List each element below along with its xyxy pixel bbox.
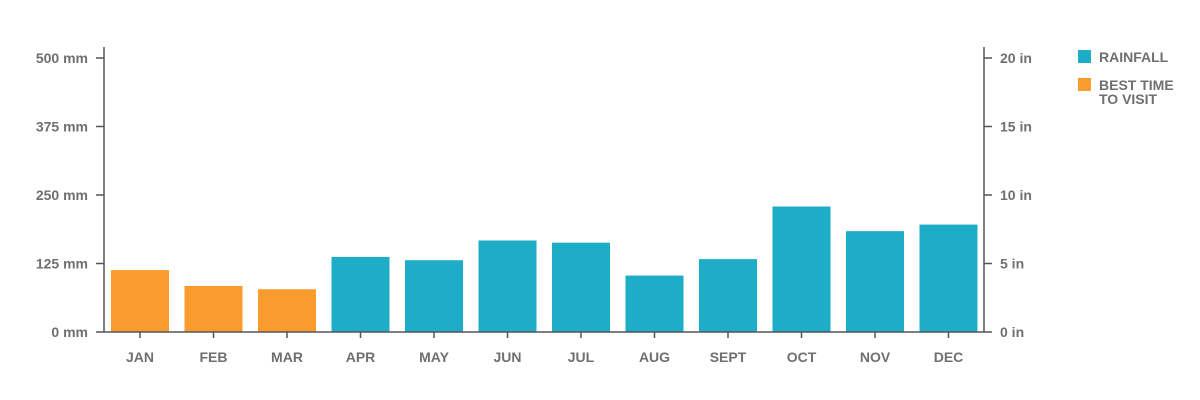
y-tick-label: 0 mm [51,324,88,340]
x-tick-label: JUL [568,349,595,365]
legend-swatch-rain [1078,50,1091,63]
y-tick-label: 375 mm [36,119,88,135]
bar-dec [919,224,978,332]
y-tick-label: 500 mm [36,50,88,66]
x-tick-label: SEPT [710,349,747,365]
legend-label-best: BEST TIME [1099,77,1174,93]
y2-tick-label: 15 in [1000,119,1032,135]
bar-jun [478,240,537,332]
bar-aug [625,275,684,332]
y-tick-label: 125 mm [36,256,88,272]
x-tick-label: DEC [934,349,964,365]
legend-label-rain: RAINFALL [1099,49,1169,65]
y-tick-label: 250 mm [36,187,88,203]
x-tick-label: MAY [419,349,449,365]
x-tick-label: OCT [787,349,817,365]
legend-swatch-best [1078,78,1091,91]
bar-mar [258,289,316,332]
bar-jul [552,242,610,332]
x-tick-label: MAR [271,349,303,365]
x-tick-label: NOV [860,349,891,365]
x-tick-label: AUG [639,349,670,365]
bar-sept [699,259,757,332]
y2-tick-label: 10 in [1000,187,1032,203]
y2-tick-label: 0 in [1000,324,1024,340]
y2-tick-label: 20 in [1000,50,1032,66]
x-tick-label: FEB [200,349,228,365]
bars [111,206,978,332]
axes: JAN FEB MAR APR MAY JUN JUL AUG SEPT OCT NOV DEC 0 m… [36,47,1032,365]
legend-label-best: TO VISIT [1099,91,1158,107]
y2-tick-label: 5 in [1000,256,1024,272]
bar-may [405,260,463,332]
bar-oct [772,206,831,332]
x-tick-label: APR [346,349,376,365]
bar-nov [846,231,904,332]
x-tick-label: JAN [126,349,154,365]
bar-apr [331,256,390,332]
x-tick-label: JUN [493,349,521,365]
bar-jan [111,270,169,332]
bar-feb [184,285,243,332]
